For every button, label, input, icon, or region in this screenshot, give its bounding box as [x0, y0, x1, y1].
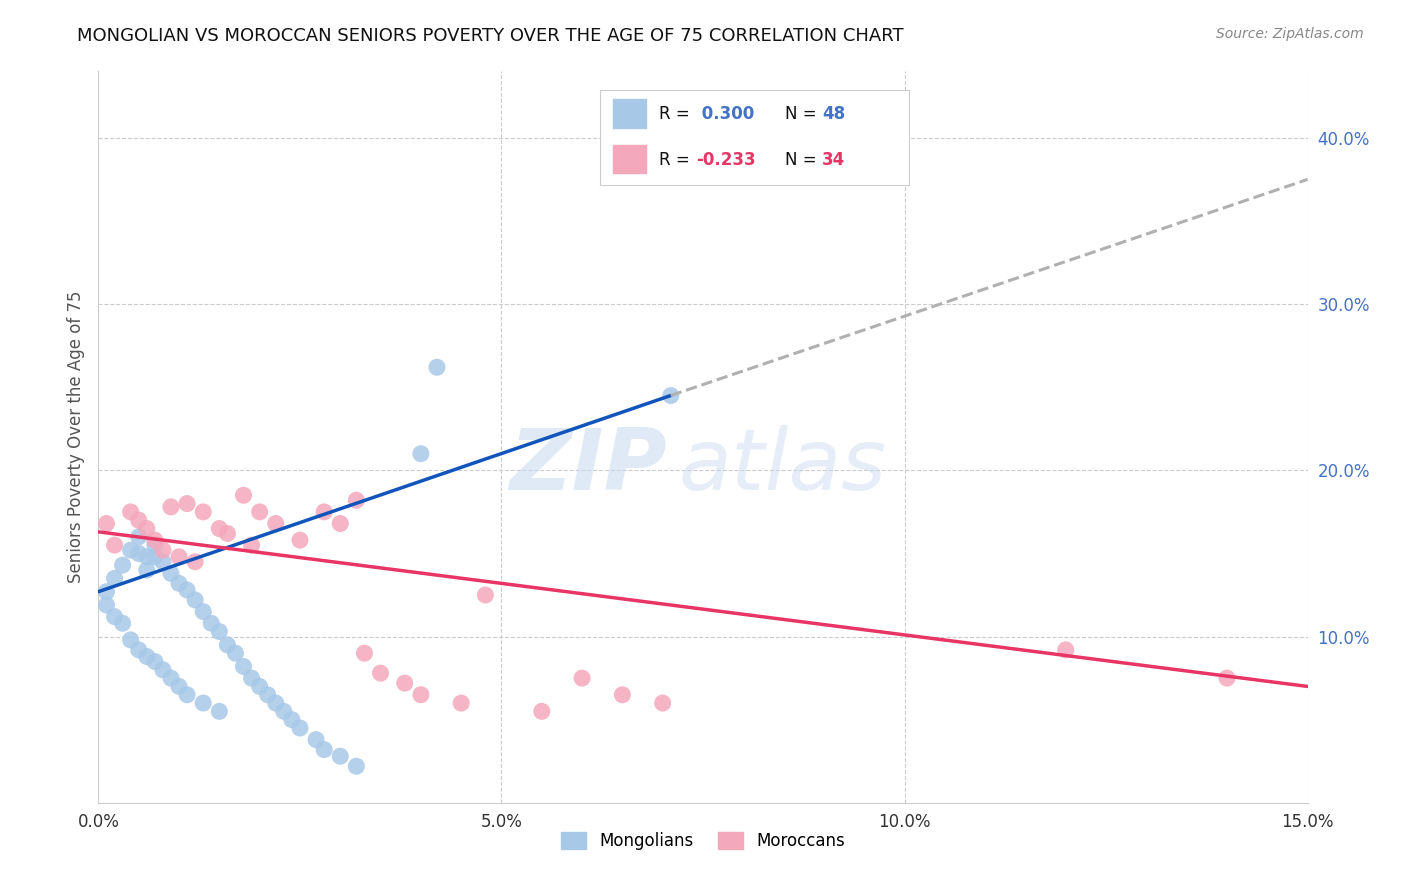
Point	[176, 497, 198, 511]
Point	[240, 538, 263, 552]
Point	[193, 605, 215, 619]
Point	[612, 688, 634, 702]
Point	[200, 616, 222, 631]
Point	[426, 360, 449, 375]
Point	[184, 593, 207, 607]
Point	[450, 696, 472, 710]
Point	[103, 538, 125, 552]
Point	[314, 505, 336, 519]
Point	[160, 566, 183, 581]
Point	[135, 549, 157, 564]
Point	[249, 680, 271, 694]
Point	[135, 649, 157, 664]
Point	[329, 749, 352, 764]
Point	[208, 705, 231, 719]
Point	[96, 516, 118, 531]
Point	[128, 530, 150, 544]
Point	[394, 676, 416, 690]
Point	[256, 688, 278, 702]
Point	[273, 705, 295, 719]
Point	[120, 632, 142, 647]
Point	[143, 549, 166, 564]
Text: MONGOLIAN VS MOROCCAN SENIORS POVERTY OVER THE AGE OF 75 CORRELATION CHART: MONGOLIAN VS MOROCCAN SENIORS POVERTY OV…	[77, 27, 904, 45]
Point	[135, 521, 157, 535]
Point	[305, 732, 328, 747]
Point	[264, 696, 287, 710]
Point	[249, 505, 271, 519]
Y-axis label: Seniors Poverty Over the Age of 75: Seniors Poverty Over the Age of 75	[66, 291, 84, 583]
Point	[120, 505, 142, 519]
Point	[111, 616, 134, 631]
Point	[167, 549, 190, 564]
Point	[152, 663, 174, 677]
Legend: Mongolians, Moroccans: Mongolians, Moroccans	[554, 825, 852, 856]
Point	[232, 659, 254, 673]
Point	[143, 538, 166, 552]
Point	[370, 666, 392, 681]
Point	[409, 688, 432, 702]
Point	[193, 505, 215, 519]
Point	[160, 500, 183, 514]
Point	[217, 526, 239, 541]
Point	[288, 721, 311, 735]
Point	[128, 643, 150, 657]
Point	[530, 705, 553, 719]
Point	[184, 555, 207, 569]
Point	[152, 555, 174, 569]
Point	[409, 447, 432, 461]
Point	[193, 696, 215, 710]
Point	[167, 680, 190, 694]
Point	[96, 598, 118, 612]
Point	[176, 688, 198, 702]
Point	[1216, 671, 1239, 685]
Point	[474, 588, 496, 602]
Point	[128, 546, 150, 560]
Point	[224, 646, 246, 660]
Point	[571, 671, 593, 685]
Point	[135, 563, 157, 577]
Point	[103, 571, 125, 585]
Point	[217, 638, 239, 652]
Point	[264, 516, 287, 531]
Text: Source: ZipAtlas.com: Source: ZipAtlas.com	[1216, 27, 1364, 41]
Point	[143, 655, 166, 669]
Point	[143, 533, 166, 548]
Point	[176, 582, 198, 597]
Point	[232, 488, 254, 502]
Point	[208, 521, 231, 535]
Point	[659, 388, 682, 402]
Point	[103, 609, 125, 624]
Point	[167, 576, 190, 591]
Point	[281, 713, 304, 727]
Point	[128, 513, 150, 527]
Point	[344, 759, 367, 773]
Point	[111, 558, 134, 573]
Point	[651, 696, 673, 710]
Point	[96, 584, 118, 599]
Point	[240, 671, 263, 685]
Point	[120, 543, 142, 558]
Point	[288, 533, 311, 548]
Point	[344, 493, 367, 508]
Point	[152, 543, 174, 558]
Point	[160, 671, 183, 685]
Point	[329, 516, 352, 531]
Point	[1054, 643, 1077, 657]
Text: ZIP: ZIP	[509, 425, 666, 508]
Point	[353, 646, 375, 660]
Text: atlas: atlas	[679, 425, 887, 508]
Point	[314, 742, 336, 756]
Point	[208, 624, 231, 639]
